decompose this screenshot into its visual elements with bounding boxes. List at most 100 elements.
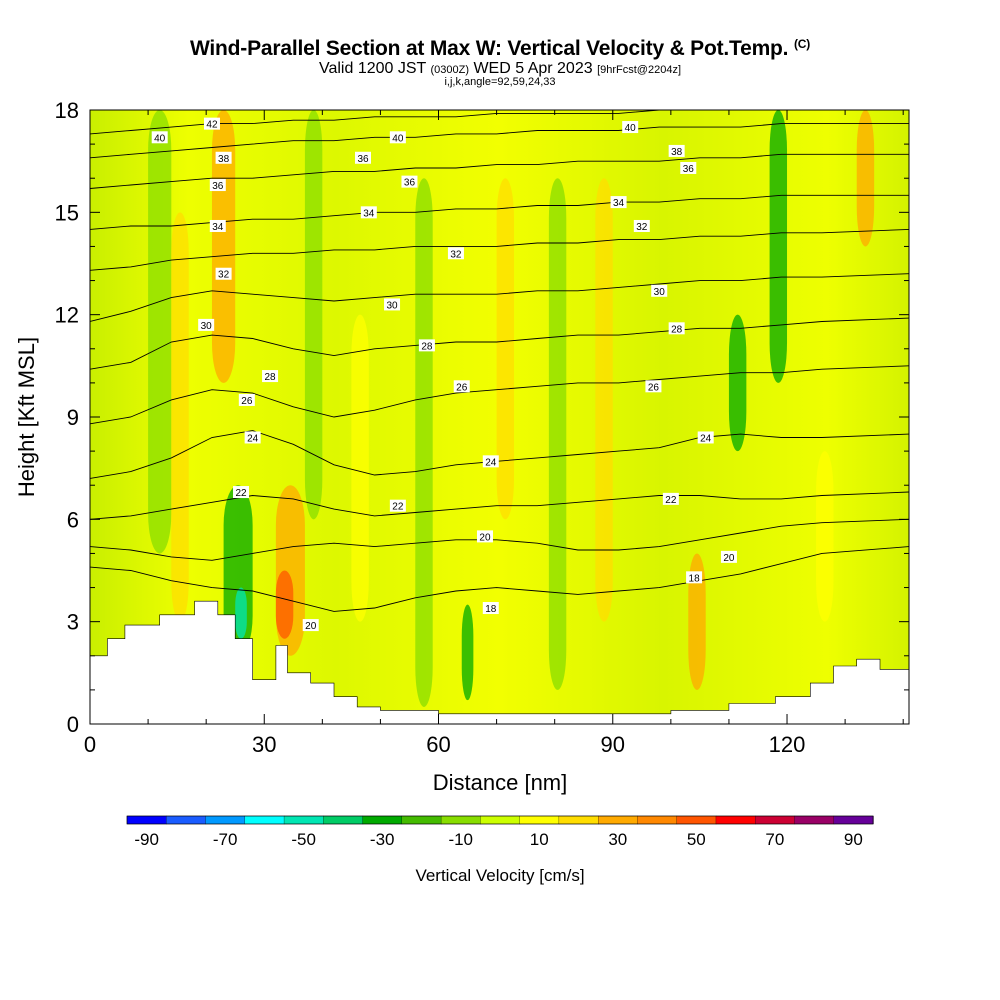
x-tick-label: 90 [601, 732, 625, 757]
colorbar-tick-label: -90 [134, 830, 159, 849]
theta-label-bg [447, 247, 464, 260]
velocity-band [769, 110, 788, 383]
theta-label-bg [198, 318, 215, 331]
theta-label-bg [622, 121, 639, 134]
colorbar-frame [126, 815, 874, 825]
colorbar-swatch [598, 815, 639, 825]
theta-label-bg [668, 322, 685, 335]
velocity-band [688, 553, 706, 690]
velocity-band [816, 451, 834, 622]
velocity-band [275, 570, 294, 639]
theta-label: 22 [665, 495, 677, 506]
colorbar-swatch [833, 815, 874, 825]
colorbar-tick-label: 90 [844, 830, 863, 849]
theta-label: 18 [485, 604, 497, 615]
theta-label: 34 [212, 222, 224, 233]
theta-label-bg [360, 206, 377, 219]
theta-label-bg [482, 602, 499, 615]
y-tick-label: 18 [55, 98, 79, 123]
colorbar-swatch [205, 815, 246, 825]
forecast-info: [9hrFcst@2204z] [597, 64, 682, 76]
theta-label-bg [476, 530, 493, 543]
theta-label-bg [215, 151, 232, 164]
theta-label-bg [662, 492, 679, 505]
theta-label: 28 [265, 372, 277, 383]
colorbar-tick-label: 30 [608, 830, 627, 849]
terrain [90, 600, 909, 724]
theta-contour-38 [90, 123, 909, 159]
colorbar-swatch [558, 815, 599, 825]
theta-label-bg [720, 550, 737, 563]
theta-label-bg [418, 339, 435, 352]
theta-label-bg [610, 196, 627, 209]
theta-contour-20 [90, 518, 909, 561]
theta-label: 18 [689, 573, 701, 584]
colorbar-swatch [362, 815, 403, 825]
theta-label-bg [384, 298, 401, 311]
colorbar-swatch [519, 815, 560, 825]
theta-label: 22 [235, 488, 247, 499]
y-tick-label: 9 [67, 405, 79, 430]
colorbar-swatch [676, 815, 717, 825]
theta-contour-28 [90, 317, 909, 370]
theta-label-bg [697, 431, 714, 444]
theta-label: 32 [450, 249, 462, 260]
x-tick-label: 60 [426, 732, 450, 757]
velocity-band [351, 314, 369, 622]
y-tick-label: 3 [67, 610, 79, 635]
colorbar-swatch [715, 815, 756, 825]
theta-label: 34 [363, 208, 375, 219]
chart-title-main: Wind-Parallel Section at Max W: Vertical… [189, 37, 789, 60]
theta-label: 38 [218, 154, 230, 165]
velocity-band [211, 110, 236, 383]
theta-label: 24 [700, 433, 712, 444]
theta-label: 20 [305, 621, 317, 632]
theta-label-bg [453, 380, 470, 393]
theta-label-bg [262, 370, 279, 383]
theta-contour-26 [90, 365, 909, 425]
theta-label: 24 [247, 433, 259, 444]
theta-label: 38 [671, 147, 683, 158]
theta-label: 34 [613, 198, 625, 209]
colorbar-swatch [323, 815, 364, 825]
theta-label: 36 [212, 181, 224, 192]
colorbar-label: Vertical Velocity [cm/s] [415, 866, 584, 885]
theta-label-bg [302, 619, 319, 632]
theta-label: 26 [241, 396, 253, 407]
theta-label: 30 [386, 300, 398, 311]
theta-label-bg [651, 284, 668, 297]
velocity-band [235, 587, 247, 639]
y-axis-label: Height [Kft MSL] [14, 337, 39, 497]
y-tick-label: 0 [67, 712, 79, 737]
colorbar-tick-label: -30 [370, 830, 395, 849]
theta-label-bg [686, 571, 703, 584]
colorbar-tick-label: 70 [765, 830, 784, 849]
y-axis: 0 36 9 12 15 18 [55, 98, 909, 737]
colorbar-tick-label: 50 [687, 830, 706, 849]
grid-indices: i,j,k,angle=92,59,24,33 [444, 76, 556, 88]
theta-label: 22 [392, 502, 404, 513]
valid-utc: (0300Z) [430, 64, 469, 76]
copyright-mark: (C) [793, 37, 811, 51]
theta-label-bg [645, 380, 662, 393]
y-tick-label: 15 [55, 200, 79, 225]
x-tick-label: 120 [769, 732, 806, 757]
velocity-band [496, 178, 515, 520]
y-tick-label: 12 [55, 303, 79, 328]
valid-date: WED 5 Apr 2023 [473, 60, 593, 77]
theta-label: 40 [625, 123, 637, 134]
theta-label-bg [680, 161, 697, 174]
colorbar-swatch [126, 815, 167, 825]
theta-label: 32 [636, 222, 648, 233]
theta-contour-22 [90, 491, 909, 520]
theta-label-bg [209, 219, 226, 232]
colorbar-tick-label: -70 [213, 830, 238, 849]
theta-label: 40 [154, 133, 166, 144]
theta-label-bg [233, 486, 250, 499]
velocity-band [304, 110, 323, 520]
theta-label-bg [389, 499, 406, 512]
colorbar-swatch [794, 815, 835, 825]
theta-label-bg [401, 175, 418, 188]
velocity-band [171, 212, 189, 622]
